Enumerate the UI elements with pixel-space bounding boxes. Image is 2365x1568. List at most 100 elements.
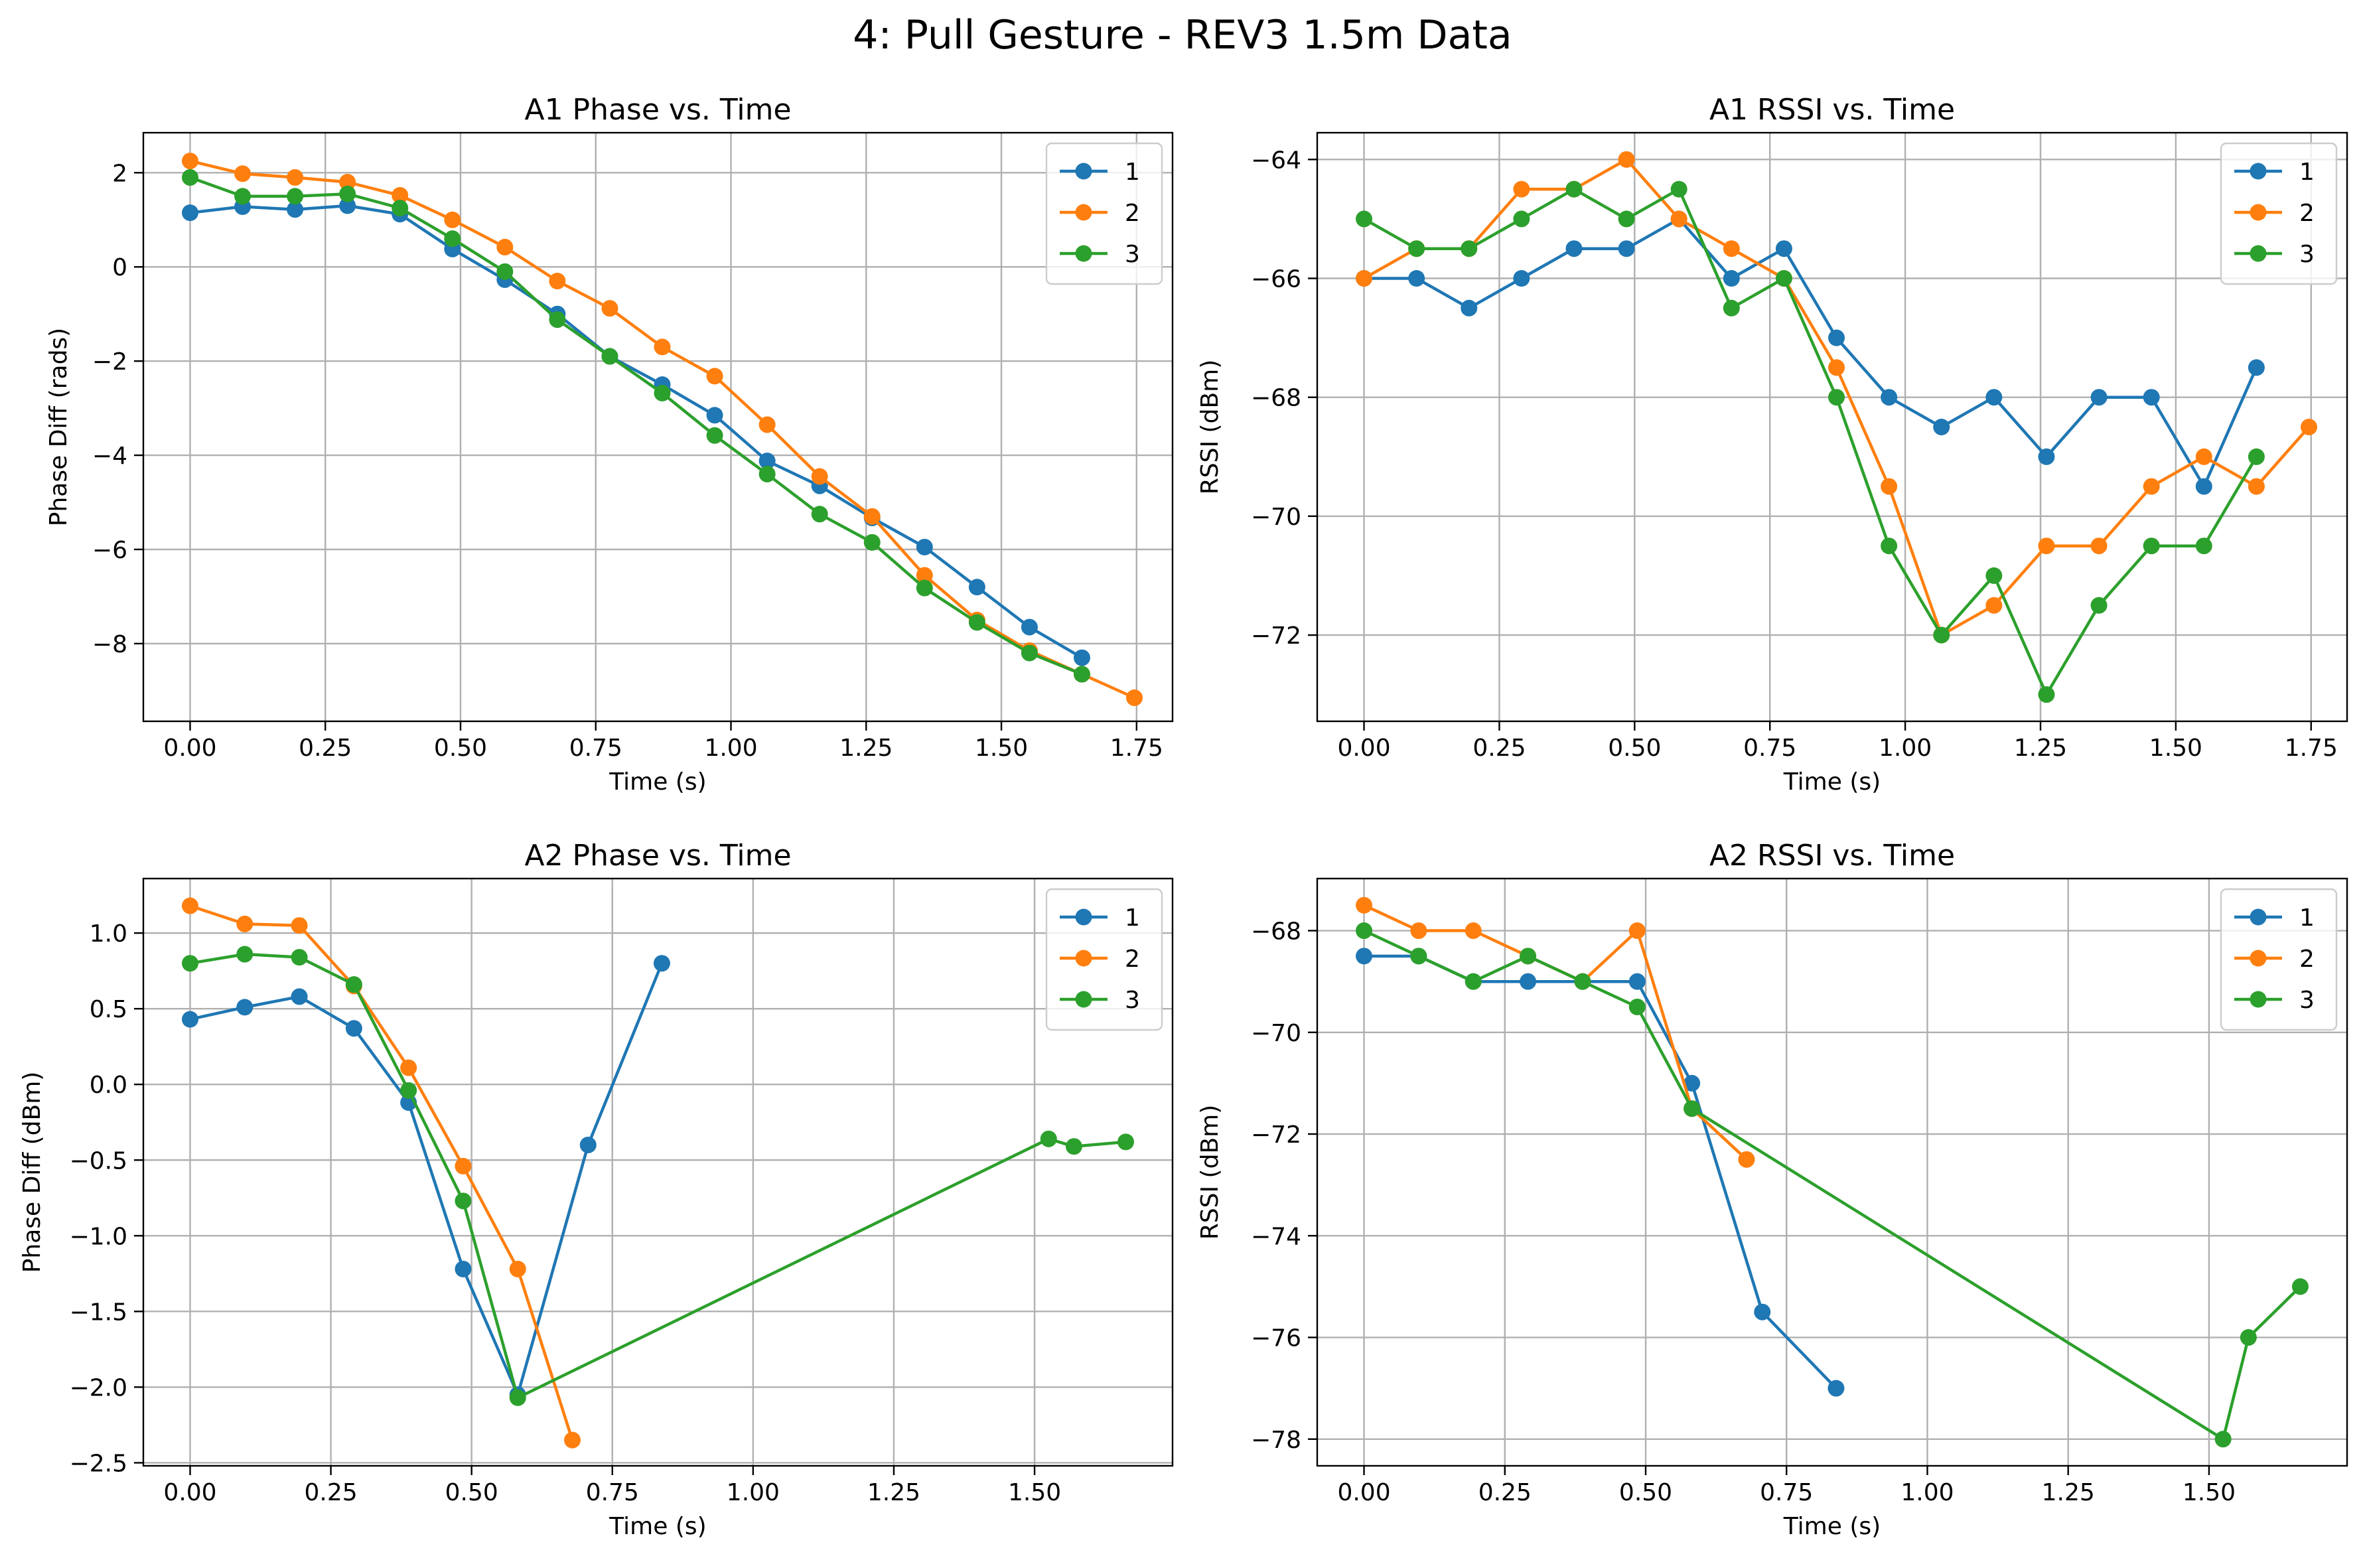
series-1-point	[1628, 973, 1646, 990]
series-3-point	[2240, 1329, 2257, 1346]
y-tick-label: −74	[1251, 1223, 1301, 1250]
series-3-point	[916, 579, 933, 597]
series-3-point	[339, 185, 356, 202]
series-2-point	[2301, 419, 2318, 435]
series-3-line	[1363, 929, 2302, 1441]
y-axis-label: Phase Diff (dBm)	[19, 1072, 46, 1273]
x-tick-label: 0.25	[305, 1479, 358, 1506]
series-2-point	[1881, 478, 1898, 495]
x-axis-label: Time (s)	[609, 768, 706, 796]
x-tick-label: 0.75	[1760, 1479, 1813, 1506]
series-3-point	[758, 465, 776, 482]
series-2-point	[549, 273, 566, 290]
series-1-point	[1754, 1303, 1771, 1320]
series-1-point	[339, 197, 356, 214]
figure-title: 4: Pull Gesture - REV3 1.5m Data	[853, 12, 1512, 58]
series-1-point	[182, 1011, 198, 1028]
series-2-point	[916, 567, 933, 584]
series-3-point	[1828, 389, 1845, 406]
series-3-point	[1565, 180, 1583, 198]
series-1-point	[455, 1260, 472, 1277]
series-2-point	[811, 468, 828, 485]
series-1-point	[287, 201, 304, 218]
series-3-point	[1408, 240, 1425, 257]
y-axis-label: Phase Diff (rads)	[45, 328, 72, 526]
x-tick-label: 0.75	[569, 735, 622, 762]
series-1-point	[1985, 389, 2003, 406]
axes-frame	[142, 877, 1174, 1467]
axes-frame	[142, 131, 1174, 723]
series-2-point	[1670, 210, 1687, 228]
x-tick-label: 0.25	[1478, 1479, 1532, 1506]
series-1-point	[1356, 948, 1373, 965]
series-3-point	[2038, 686, 2055, 703]
series-2-point	[400, 1059, 417, 1076]
series-2-point	[2090, 537, 2108, 555]
series-2-point	[234, 165, 251, 182]
chart-title: A2 Phase vs. Time	[524, 839, 791, 873]
series-1-point	[1684, 1074, 1701, 1092]
series-1-point	[1021, 618, 1038, 636]
series-2-point	[1126, 689, 1143, 707]
chart-title: A2 RSSI vs. Time	[1709, 839, 1955, 873]
series-1-point	[2090, 389, 2108, 406]
series-2-point	[1513, 180, 1530, 198]
series-3-point	[1723, 299, 1740, 317]
chart-panel-2: 0.00 0.25 0.50 0.75 1.00 1.25 1.50 1.75 −64 −66 −6…	[1196, 93, 2348, 796]
legend: 1 2 3	[1045, 142, 1163, 285]
y-tick-label: −1.0	[70, 1223, 127, 1250]
x-tick-label: 1.00	[704, 735, 757, 762]
series-1-line	[190, 204, 1083, 660]
legend-marker-1	[1075, 163, 1092, 180]
series-3-point	[2214, 1431, 2232, 1448]
x-tick-label: 0.75	[1743, 735, 1796, 762]
series-3-point	[2195, 537, 2212, 555]
y-tick-label: −72	[1251, 622, 1301, 650]
series-3-point	[455, 1192, 472, 1210]
series-2-point	[339, 174, 356, 191]
series-2-point	[496, 238, 514, 255]
series-1-point	[2143, 389, 2160, 406]
series-2-point	[291, 917, 308, 934]
y-tick-label: −78	[1251, 1427, 1301, 1454]
y-tick-label: −2.5	[70, 1450, 127, 1477]
y-tick-label: −70	[1251, 1020, 1301, 1047]
legend-label-1: 1	[1125, 904, 1140, 932]
legend-label-1: 1	[2299, 159, 2315, 186]
series-3-point	[345, 976, 362, 993]
series-2-point	[1356, 896, 1373, 914]
chart-panel-3: 0.00 0.25 0.50 0.75 1.00 1.25 1.50 1.0 0.5 0.0 −0.…	[19, 839, 1174, 1540]
series-3-point	[1065, 1138, 1082, 1155]
x-tick-label: 1.25	[2042, 1479, 2095, 1506]
series-3-point	[234, 188, 251, 205]
y-tick-label: −8	[92, 631, 127, 658]
series-3-point	[400, 1082, 417, 1099]
series-1-point	[653, 955, 670, 972]
series-2-point	[1985, 597, 2003, 614]
series-3-point	[1881, 537, 1898, 555]
series-3-point	[601, 348, 618, 365]
series-3-point	[1513, 210, 1530, 228]
series-1-point	[1461, 299, 1478, 317]
x-tick-label: 1.00	[1879, 735, 1932, 762]
y-tick-label: −76	[1251, 1325, 1301, 1352]
series-1-point	[2038, 448, 2055, 465]
series-3-point	[549, 311, 566, 328]
x-tick-label: 1.75	[2285, 735, 2338, 762]
x-tick-label: 0.00	[1337, 1479, 1390, 1506]
legend-label-2: 2	[1125, 200, 1140, 227]
series-1-line	[1364, 954, 1837, 1390]
series-3-point	[654, 384, 671, 401]
series-1-point	[291, 988, 308, 1005]
series-2-point	[392, 186, 409, 204]
axes-frame	[1316, 131, 2348, 723]
series-3-point	[1520, 948, 1537, 965]
x-tick-label: 0.50	[434, 735, 487, 762]
series-2-point	[2038, 537, 2055, 555]
legend-marker-2	[2250, 204, 2267, 221]
legend-label-1: 1	[1125, 159, 1140, 186]
series-3-point	[392, 200, 409, 217]
x-tick-label: 1.50	[2183, 1479, 2236, 1506]
series-2-point	[863, 508, 881, 525]
